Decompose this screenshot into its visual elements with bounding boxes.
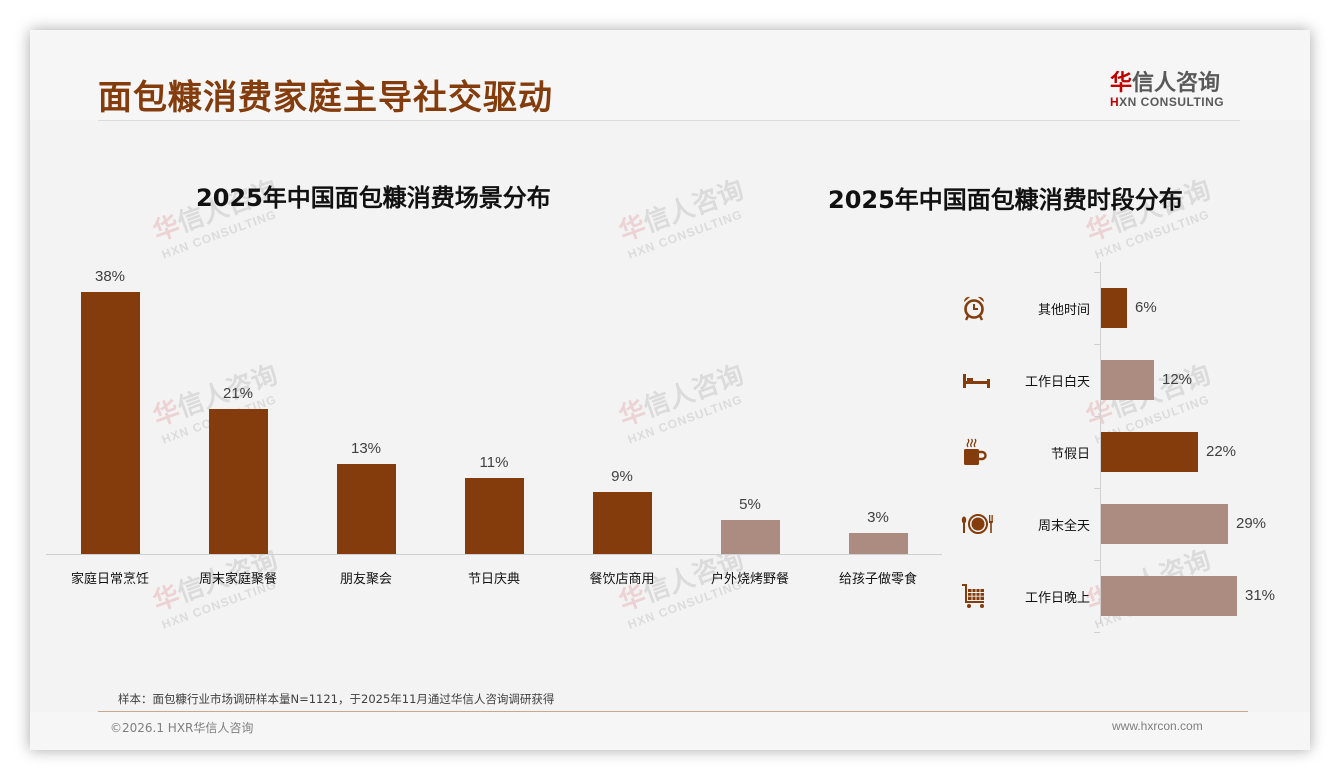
category-label: 工作日晚上 bbox=[1024, 591, 1090, 606]
slide: 面包糠消费家庭主导社交驱动 华信人咨询 HXN CONSULTING 华信人咨询… bbox=[30, 30, 1310, 750]
axis-tick bbox=[1094, 272, 1100, 273]
bar-value-label: 29% bbox=[1236, 515, 1267, 532]
sample-footnote: 样本：面包糠行业市场调研样本量N=1121，于2025年11月通过华信人咨询调研… bbox=[118, 692, 555, 706]
category-label: 户外烧烤野餐 bbox=[710, 572, 789, 587]
category-label: 节日庆典 bbox=[467, 572, 520, 587]
bar bbox=[1101, 288, 1127, 328]
page-title: 面包糠消费家庭主导社交驱动 bbox=[98, 78, 553, 118]
category-label: 餐饮店商用 bbox=[589, 572, 655, 587]
title-divider bbox=[98, 120, 1240, 121]
bar bbox=[1101, 432, 1198, 472]
scene-bar-chart: 38% 家庭日常烹饪 21% 周末家庭聚餐 13% 朋友聚会 11% 节日庆典 9% 餐饮店商用 5… bbox=[46, 260, 942, 600]
category-label: 给孩子做零食 bbox=[838, 572, 917, 587]
bar bbox=[1101, 504, 1228, 544]
category-label: 节假日 bbox=[1050, 447, 1090, 462]
bar bbox=[464, 478, 524, 554]
bar-value-label: 31% bbox=[1245, 587, 1276, 604]
plate-cutlery-icon bbox=[960, 510, 993, 538]
copyright-text: ©2026.1 HXR华信人咨询 bbox=[110, 721, 254, 735]
axis-tick bbox=[1094, 344, 1100, 345]
bar bbox=[80, 292, 140, 554]
bar bbox=[208, 409, 268, 554]
timeslot-bar-chart: 6% 其他时间 12% 工作日白天 22% 节假日 29% 周末全天 31% 工作日晚上 bbox=[950, 262, 1300, 633]
logo-cn: 华信人咨询 bbox=[1110, 65, 1240, 97]
category-label: 工作日白天 bbox=[1024, 375, 1090, 390]
shopping-cart-icon bbox=[960, 582, 988, 610]
bar bbox=[1101, 576, 1237, 616]
category-label: 朋友聚会 bbox=[339, 572, 392, 587]
bar-value-label: 3% bbox=[867, 509, 889, 526]
category-label: 周末家庭聚餐 bbox=[198, 572, 277, 587]
website-link[interactable]: www.hxrcon.com bbox=[1112, 719, 1203, 733]
logo-cn-text: 信人咨询 bbox=[1132, 71, 1221, 96]
bed-icon bbox=[960, 366, 990, 394]
y-axis-line bbox=[1100, 262, 1101, 624]
bar bbox=[1101, 360, 1154, 400]
logo-en-accent: H bbox=[1110, 95, 1120, 109]
bar bbox=[848, 533, 908, 554]
bar-value-label: 5% bbox=[739, 496, 761, 513]
category-label: 周末全天 bbox=[1037, 519, 1090, 534]
scene-chart-title: 2025年中国面包糠消费场景分布 bbox=[196, 184, 551, 212]
bar-value-label: 21% bbox=[222, 385, 254, 402]
bar-value-label: 13% bbox=[350, 440, 382, 457]
footer-divider bbox=[98, 711, 1248, 712]
coffee-mug-icon bbox=[960, 438, 988, 466]
bar-value-label: 38% bbox=[94, 268, 126, 285]
axis-tick bbox=[1094, 560, 1100, 561]
logo-en: HXN CONSULTING bbox=[1110, 95, 1240, 109]
bar-value-label: 6% bbox=[1135, 299, 1157, 316]
bar-value-label: 22% bbox=[1206, 443, 1237, 460]
axis-tick bbox=[1094, 632, 1100, 633]
category-label: 其他时间 bbox=[1037, 303, 1090, 318]
axis-tick bbox=[1094, 416, 1100, 417]
x-axis-line bbox=[46, 554, 942, 555]
footer-band bbox=[30, 712, 1310, 750]
axis-tick bbox=[1094, 488, 1100, 489]
bar bbox=[592, 492, 652, 554]
timeslot-chart-title: 2025年中国面包糠消费时段分布 bbox=[828, 186, 1183, 214]
bar-value-label: 9% bbox=[611, 468, 633, 485]
bar-value-label: 11% bbox=[479, 454, 509, 471]
bar bbox=[336, 464, 396, 554]
bar-value-label: 12% bbox=[1162, 371, 1193, 388]
category-label: 家庭日常烹饪 bbox=[70, 572, 149, 587]
logo-en-text: XN CONSULTING bbox=[1119, 95, 1225, 109]
header-band bbox=[30, 30, 1310, 120]
bar bbox=[720, 520, 780, 554]
company-logo: 华信人咨询 HXN CONSULTING bbox=[1110, 65, 1240, 109]
logo-cn-accent: 华 bbox=[1110, 71, 1133, 96]
alarm-clock-icon bbox=[960, 294, 988, 322]
